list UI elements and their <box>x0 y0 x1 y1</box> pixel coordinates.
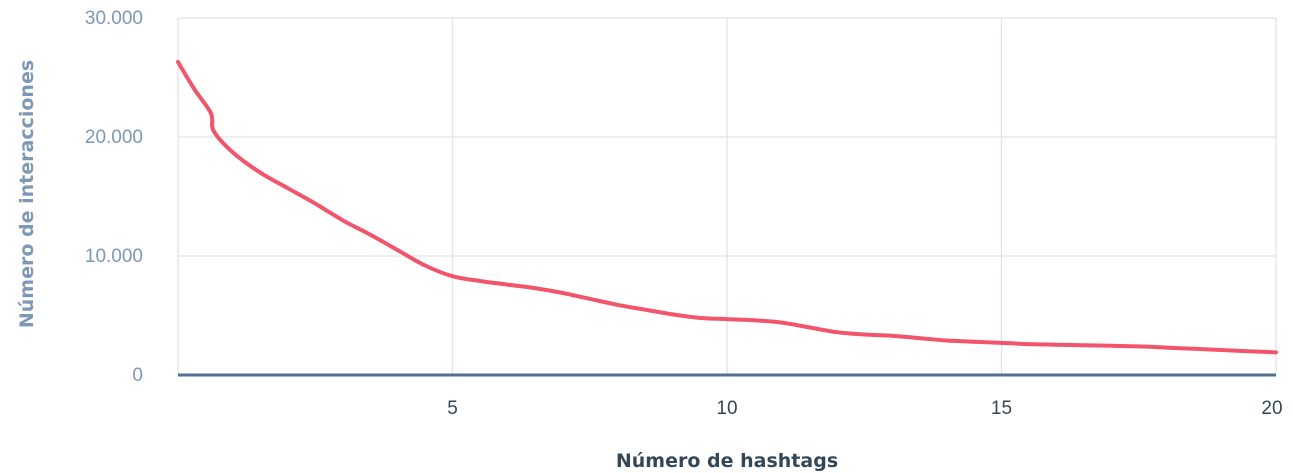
y-tick-label: 20.000 <box>85 127 143 148</box>
y-axis-title: Número de interacciones <box>16 60 38 328</box>
x-axis-title: Número de hashtags <box>616 450 838 472</box>
x-tick-label: 5 <box>447 398 458 419</box>
gridlines <box>177 17 1277 375</box>
axes: 0 10.000 20.000 30.000 5 10 15 20 <box>85 8 1283 419</box>
x-tick-label: 10 <box>716 398 737 419</box>
y-tick-label: 30.000 <box>85 8 143 29</box>
y-tick-label: 0 <box>132 365 143 386</box>
series-lines <box>176 60 1278 355</box>
y-tick-label: 10.000 <box>85 246 143 267</box>
x-tick-label: 15 <box>991 398 1012 419</box>
series-line <box>176 60 1278 355</box>
x-tick-label: 20 <box>1261 398 1282 419</box>
